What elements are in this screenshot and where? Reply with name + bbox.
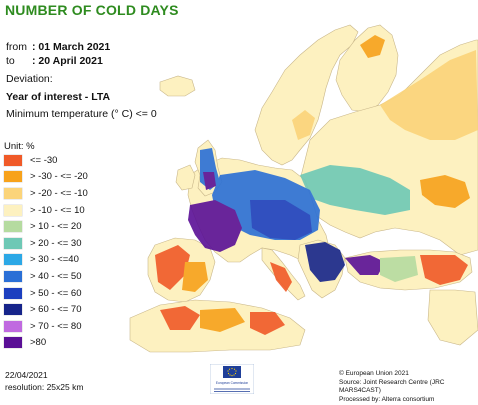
to-value: : 20 April 2021 bbox=[32, 55, 103, 67]
legend-label: > -20 - <= -10 bbox=[30, 187, 88, 199]
credit-processed: Processed by: Alterra consortium bbox=[339, 395, 435, 403]
legend-swatch bbox=[4, 270, 22, 282]
legend-swatch bbox=[4, 154, 22, 166]
legend-label: <= -30 bbox=[30, 154, 58, 166]
legend-item: > 70 - <= 80 bbox=[4, 318, 88, 335]
credits: © European Union 2021 Source: Joint Rese… bbox=[339, 370, 478, 404]
to-label: to bbox=[6, 55, 15, 67]
deviation-label: Deviation: bbox=[6, 73, 53, 85]
legend: <= -30 > -30 - <= -20 > -20 - <= -10 > -… bbox=[4, 152, 88, 351]
legend-item: > -30 - <= -20 bbox=[4, 169, 88, 186]
legend-label: > 50 - <= 60 bbox=[30, 287, 82, 299]
legend-label: > -10 - <= 10 bbox=[30, 204, 85, 216]
legend-label: > 60 - <= 70 bbox=[30, 304, 82, 316]
scandinavia-shape bbox=[254, 24, 359, 166]
legend-swatch bbox=[4, 237, 22, 249]
credit-copyright: © European Union 2021 bbox=[339, 370, 409, 377]
iceland-shape bbox=[159, 75, 196, 97]
legend-label: > 10 - <= 20 bbox=[30, 221, 82, 233]
legend-item: > 50 - <= 60 bbox=[4, 285, 88, 302]
legend-item: > 60 - <= 70 bbox=[4, 301, 88, 318]
legend-swatch bbox=[4, 287, 22, 299]
footer-resolution: resolution: 25x25 km bbox=[5, 382, 84, 392]
legend-label: > -30 - <= -20 bbox=[30, 171, 88, 183]
legend-swatch bbox=[4, 337, 22, 349]
credit-source: Source: Joint Research Centre (JRC MARS4… bbox=[339, 378, 445, 395]
threshold-label: Minimum temperature (° C) <= 0 bbox=[6, 108, 157, 120]
legend-swatch bbox=[4, 221, 22, 233]
legend-swatch bbox=[4, 304, 22, 316]
from-label: from bbox=[6, 41, 27, 53]
legend-swatch bbox=[4, 171, 22, 183]
anomaly-overlay bbox=[155, 35, 478, 335]
legend-item: > -10 - <= 10 bbox=[4, 202, 88, 219]
legend-swatch bbox=[4, 187, 22, 199]
logo-text: European Commission bbox=[216, 381, 248, 385]
legend-label: > 30 - <=40 bbox=[30, 254, 79, 266]
legend-item: >80 bbox=[4, 335, 88, 352]
map-title: NUMBER OF COLD DAYS bbox=[5, 2, 179, 18]
legend-label: > 70 - <= 80 bbox=[30, 320, 82, 332]
ireland-shape bbox=[175, 164, 196, 191]
legend-label: > 40 - <= 50 bbox=[30, 270, 82, 282]
legend-item: > 20 - <= 30 bbox=[4, 235, 88, 252]
legend-item: > -20 - <= -10 bbox=[4, 185, 88, 202]
legend-item: > 30 - <=40 bbox=[4, 252, 88, 269]
from-value: : 01 March 2021 bbox=[32, 41, 111, 53]
period-from-row: from : 01 March 2021 bbox=[6, 41, 110, 53]
legend-unit: Unit: % bbox=[4, 141, 35, 152]
year-of-interest: Year of interest - LTA bbox=[6, 91, 111, 103]
footer-date: 22/04/2021 bbox=[5, 370, 48, 380]
eu-commission-logo: European Commission bbox=[210, 364, 254, 394]
legend-item: <= -30 bbox=[4, 152, 88, 169]
legend-swatch bbox=[4, 320, 22, 332]
legend-label: >80 bbox=[30, 337, 47, 349]
legend-swatch bbox=[4, 204, 22, 216]
legend-item: > 10 - <= 20 bbox=[4, 218, 88, 235]
legend-label: > 20 - <= 30 bbox=[30, 237, 82, 249]
legend-item: > 40 - <= 50 bbox=[4, 268, 88, 285]
legend-swatch bbox=[4, 254, 22, 266]
period-to-row: to : 20 April 2021 bbox=[6, 55, 103, 67]
middle-east-shape bbox=[427, 289, 478, 346]
